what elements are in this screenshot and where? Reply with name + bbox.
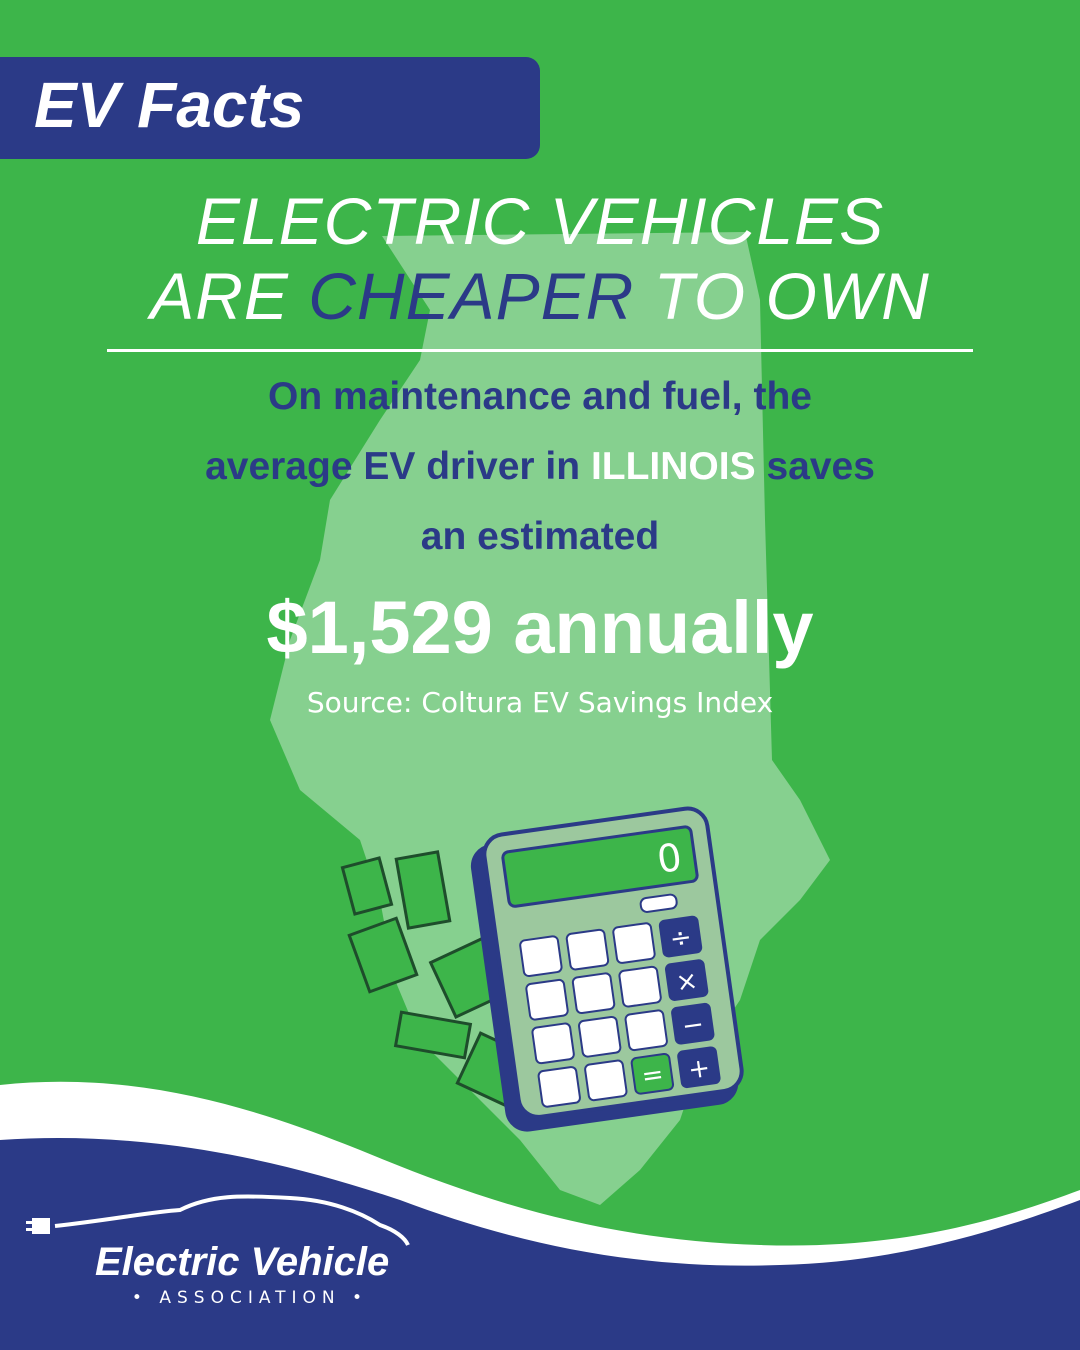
headline-line-2: ARE CHEAPER TO OWN [0, 258, 1080, 334]
calc-key-symbol: ÷ [668, 922, 694, 955]
body-text: average EV driver in [205, 445, 581, 488]
body-highlight: ILLINOIS [590, 445, 756, 488]
calc-key [664, 959, 709, 1001]
calc-key [519, 935, 563, 978]
body-line-1: On maintenance and fuel, the [268, 375, 812, 418]
calc-key [531, 1022, 575, 1065]
headline-emphasis: CHEAPER [308, 259, 635, 333]
calc-key [677, 1046, 721, 1089]
calc-key [618, 965, 662, 1008]
logo-name: Electric Vehicle [95, 1240, 390, 1284]
source: Source: Coltura EV Savings Index [306, 686, 774, 719]
calc-key [624, 1009, 668, 1052]
headline-text: TO OWN [653, 259, 930, 333]
calc-key [565, 928, 610, 971]
calc-key [525, 978, 569, 1021]
badge-box [0, 57, 540, 159]
body-text: saves [766, 445, 875, 488]
calc-key [612, 922, 656, 964]
calc-key [630, 1053, 675, 1095]
calc-key [584, 1059, 628, 1102]
calculator: 0 ÷×−= + [470, 806, 744, 1132]
amount: $1,529 annually [266, 586, 814, 669]
calc-key [578, 1015, 622, 1058]
body-line-2: average EV driver in ILLINOIS saves [0, 445, 1080, 489]
body-line-3: an estimated [420, 515, 660, 558]
divider [107, 349, 973, 352]
calc-key [671, 1002, 715, 1045]
headline-line-1: ELECTRIC VEHICLES [195, 184, 885, 258]
calc-key-symbol: × [674, 966, 700, 999]
logo-tagline: • ASSOCIATION • [131, 1288, 369, 1308]
calc-key [658, 915, 703, 958]
badge-title: EV Facts [34, 69, 305, 141]
calc-key-symbol: + [686, 1053, 712, 1086]
calc-key-symbol: = [640, 1059, 666, 1092]
calc-key [571, 972, 616, 1015]
blue-wave [0, 1138, 1080, 1350]
calc-key-symbol: − [680, 1009, 706, 1042]
headline-text: ARE [150, 259, 289, 333]
calc-key [537, 1066, 581, 1108]
logo-car [54, 1194, 410, 1246]
logo-plug [26, 1218, 50, 1234]
